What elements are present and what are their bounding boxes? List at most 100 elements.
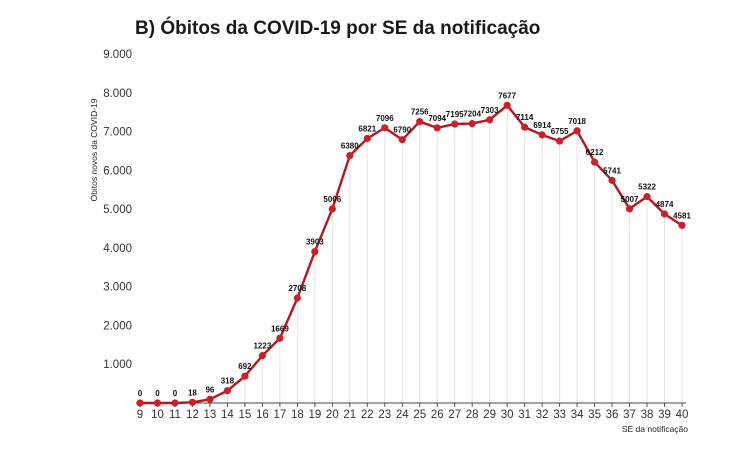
data-point xyxy=(381,124,389,132)
y-tick-label: 7.000 xyxy=(103,127,132,139)
x-tick-label: 13 xyxy=(204,409,217,421)
data-point xyxy=(451,120,459,128)
data-label: 7096 xyxy=(376,114,394,123)
data-points xyxy=(136,101,686,407)
data-point xyxy=(241,372,249,380)
data-label: 318 xyxy=(221,377,235,386)
data-label: 7303 xyxy=(481,106,499,115)
x-tick-label: 18 xyxy=(291,409,304,421)
data-point xyxy=(398,136,406,144)
data-label: 7094 xyxy=(428,114,446,123)
y-axis-label: Óbitos novos da COVID-19 xyxy=(89,98,99,201)
data-point xyxy=(625,205,634,213)
data-point xyxy=(223,387,232,395)
x-tick-label: 23 xyxy=(378,409,391,421)
y-tick-label: 5.000 xyxy=(103,204,132,216)
data-label: 6914 xyxy=(533,121,551,130)
data-label: 7114 xyxy=(516,113,534,122)
data-point xyxy=(538,131,546,139)
data-label: 1669 xyxy=(271,324,289,333)
data-point xyxy=(153,399,162,407)
x-tick-label: 31 xyxy=(518,409,531,421)
data-label: 5007 xyxy=(621,195,639,204)
data-label: 5006 xyxy=(323,195,341,204)
x-tick-label: 36 xyxy=(606,409,619,421)
x-tick-label: 38 xyxy=(641,409,654,421)
y-tick-label: 2.000 xyxy=(103,320,132,332)
x-tick-label: 9 xyxy=(137,409,143,421)
y-tick-label: 8.000 xyxy=(103,88,132,100)
vertical-grid xyxy=(191,105,683,403)
data-label: 4874 xyxy=(656,200,674,209)
x-tick-label: 30 xyxy=(501,409,514,421)
data-point xyxy=(521,123,529,131)
data-label: 4581 xyxy=(673,211,691,220)
data-point xyxy=(328,205,336,213)
data-label: 96 xyxy=(205,385,214,394)
x-tick-label: 14 xyxy=(221,409,234,421)
data-point xyxy=(258,351,266,360)
x-tick-label: 24 xyxy=(396,409,409,421)
y-tick-label: 9.000 xyxy=(103,49,132,61)
x-tick-label: 25 xyxy=(413,409,426,421)
data-label: 7256 xyxy=(411,108,429,117)
y-tick-label: 1.000 xyxy=(103,359,132,371)
data-point xyxy=(346,151,354,160)
x-tick-label: 26 xyxy=(431,409,444,421)
x-tick-label: 35 xyxy=(588,409,601,421)
y-tick-label: 3.000 xyxy=(103,282,132,294)
data-label: 18 xyxy=(188,388,197,397)
data-label: 6790 xyxy=(393,126,411,135)
data-point xyxy=(136,399,144,407)
data-label: 7204 xyxy=(463,110,481,119)
data-point xyxy=(416,118,424,126)
data-label: 3903 xyxy=(306,238,324,247)
data-point xyxy=(206,395,214,403)
data-label: 2708 xyxy=(288,284,306,293)
x-tick-label: 11 xyxy=(169,409,181,421)
x-tick-label: 33 xyxy=(553,409,566,421)
data-point xyxy=(503,101,511,109)
data-label: 7018 xyxy=(568,117,586,126)
x-tick-label: 39 xyxy=(658,409,671,421)
data-label: 7677 xyxy=(498,91,516,100)
x-tick-label: 28 xyxy=(466,409,479,421)
data-label: 6212 xyxy=(586,148,604,157)
x-tick-label: 40 xyxy=(676,409,689,421)
x-tick-label: 34 xyxy=(571,409,584,421)
x-axis: 9 10 11 12 13 14 15 16 17 18 19 20 21 22 23 24 25 26 27 28 2… xyxy=(136,402,689,421)
x-tick-label: 29 xyxy=(483,409,496,421)
x-tick-label: 12 xyxy=(186,409,199,421)
series-line xyxy=(140,104,683,405)
data-label: 0 xyxy=(155,389,160,398)
data-label: 6380 xyxy=(341,142,359,151)
x-tick-label: 27 xyxy=(448,409,461,421)
data-point xyxy=(660,210,669,218)
data-point xyxy=(573,127,581,135)
data-label: 5322 xyxy=(638,183,656,192)
data-label: 692 xyxy=(238,362,252,371)
data-label: 1223 xyxy=(253,342,271,351)
data-point xyxy=(556,137,564,145)
chart-title: B) Óbitos da COVID-19 por SE da notifica… xyxy=(135,18,541,39)
data-label: 5741 xyxy=(603,166,621,175)
data-point xyxy=(590,158,599,166)
data-point xyxy=(468,120,476,128)
x-tick-label: 19 xyxy=(308,409,321,421)
data-label: 6755 xyxy=(551,127,569,136)
x-axis-label: SE da notificação xyxy=(622,424,688,434)
data-point xyxy=(433,124,441,132)
x-tick-label: 17 xyxy=(273,409,286,421)
data-point xyxy=(188,398,197,406)
data-point xyxy=(486,116,494,124)
y-tick-label: 6.000 xyxy=(103,165,132,177)
x-tick-label: 37 xyxy=(623,409,636,421)
data-point xyxy=(293,294,301,302)
data-point xyxy=(363,134,371,143)
y-tick-label: 4.000 xyxy=(103,243,132,255)
x-tick-label: 21 xyxy=(343,409,356,421)
data-point xyxy=(311,248,319,256)
data-point xyxy=(608,176,616,184)
